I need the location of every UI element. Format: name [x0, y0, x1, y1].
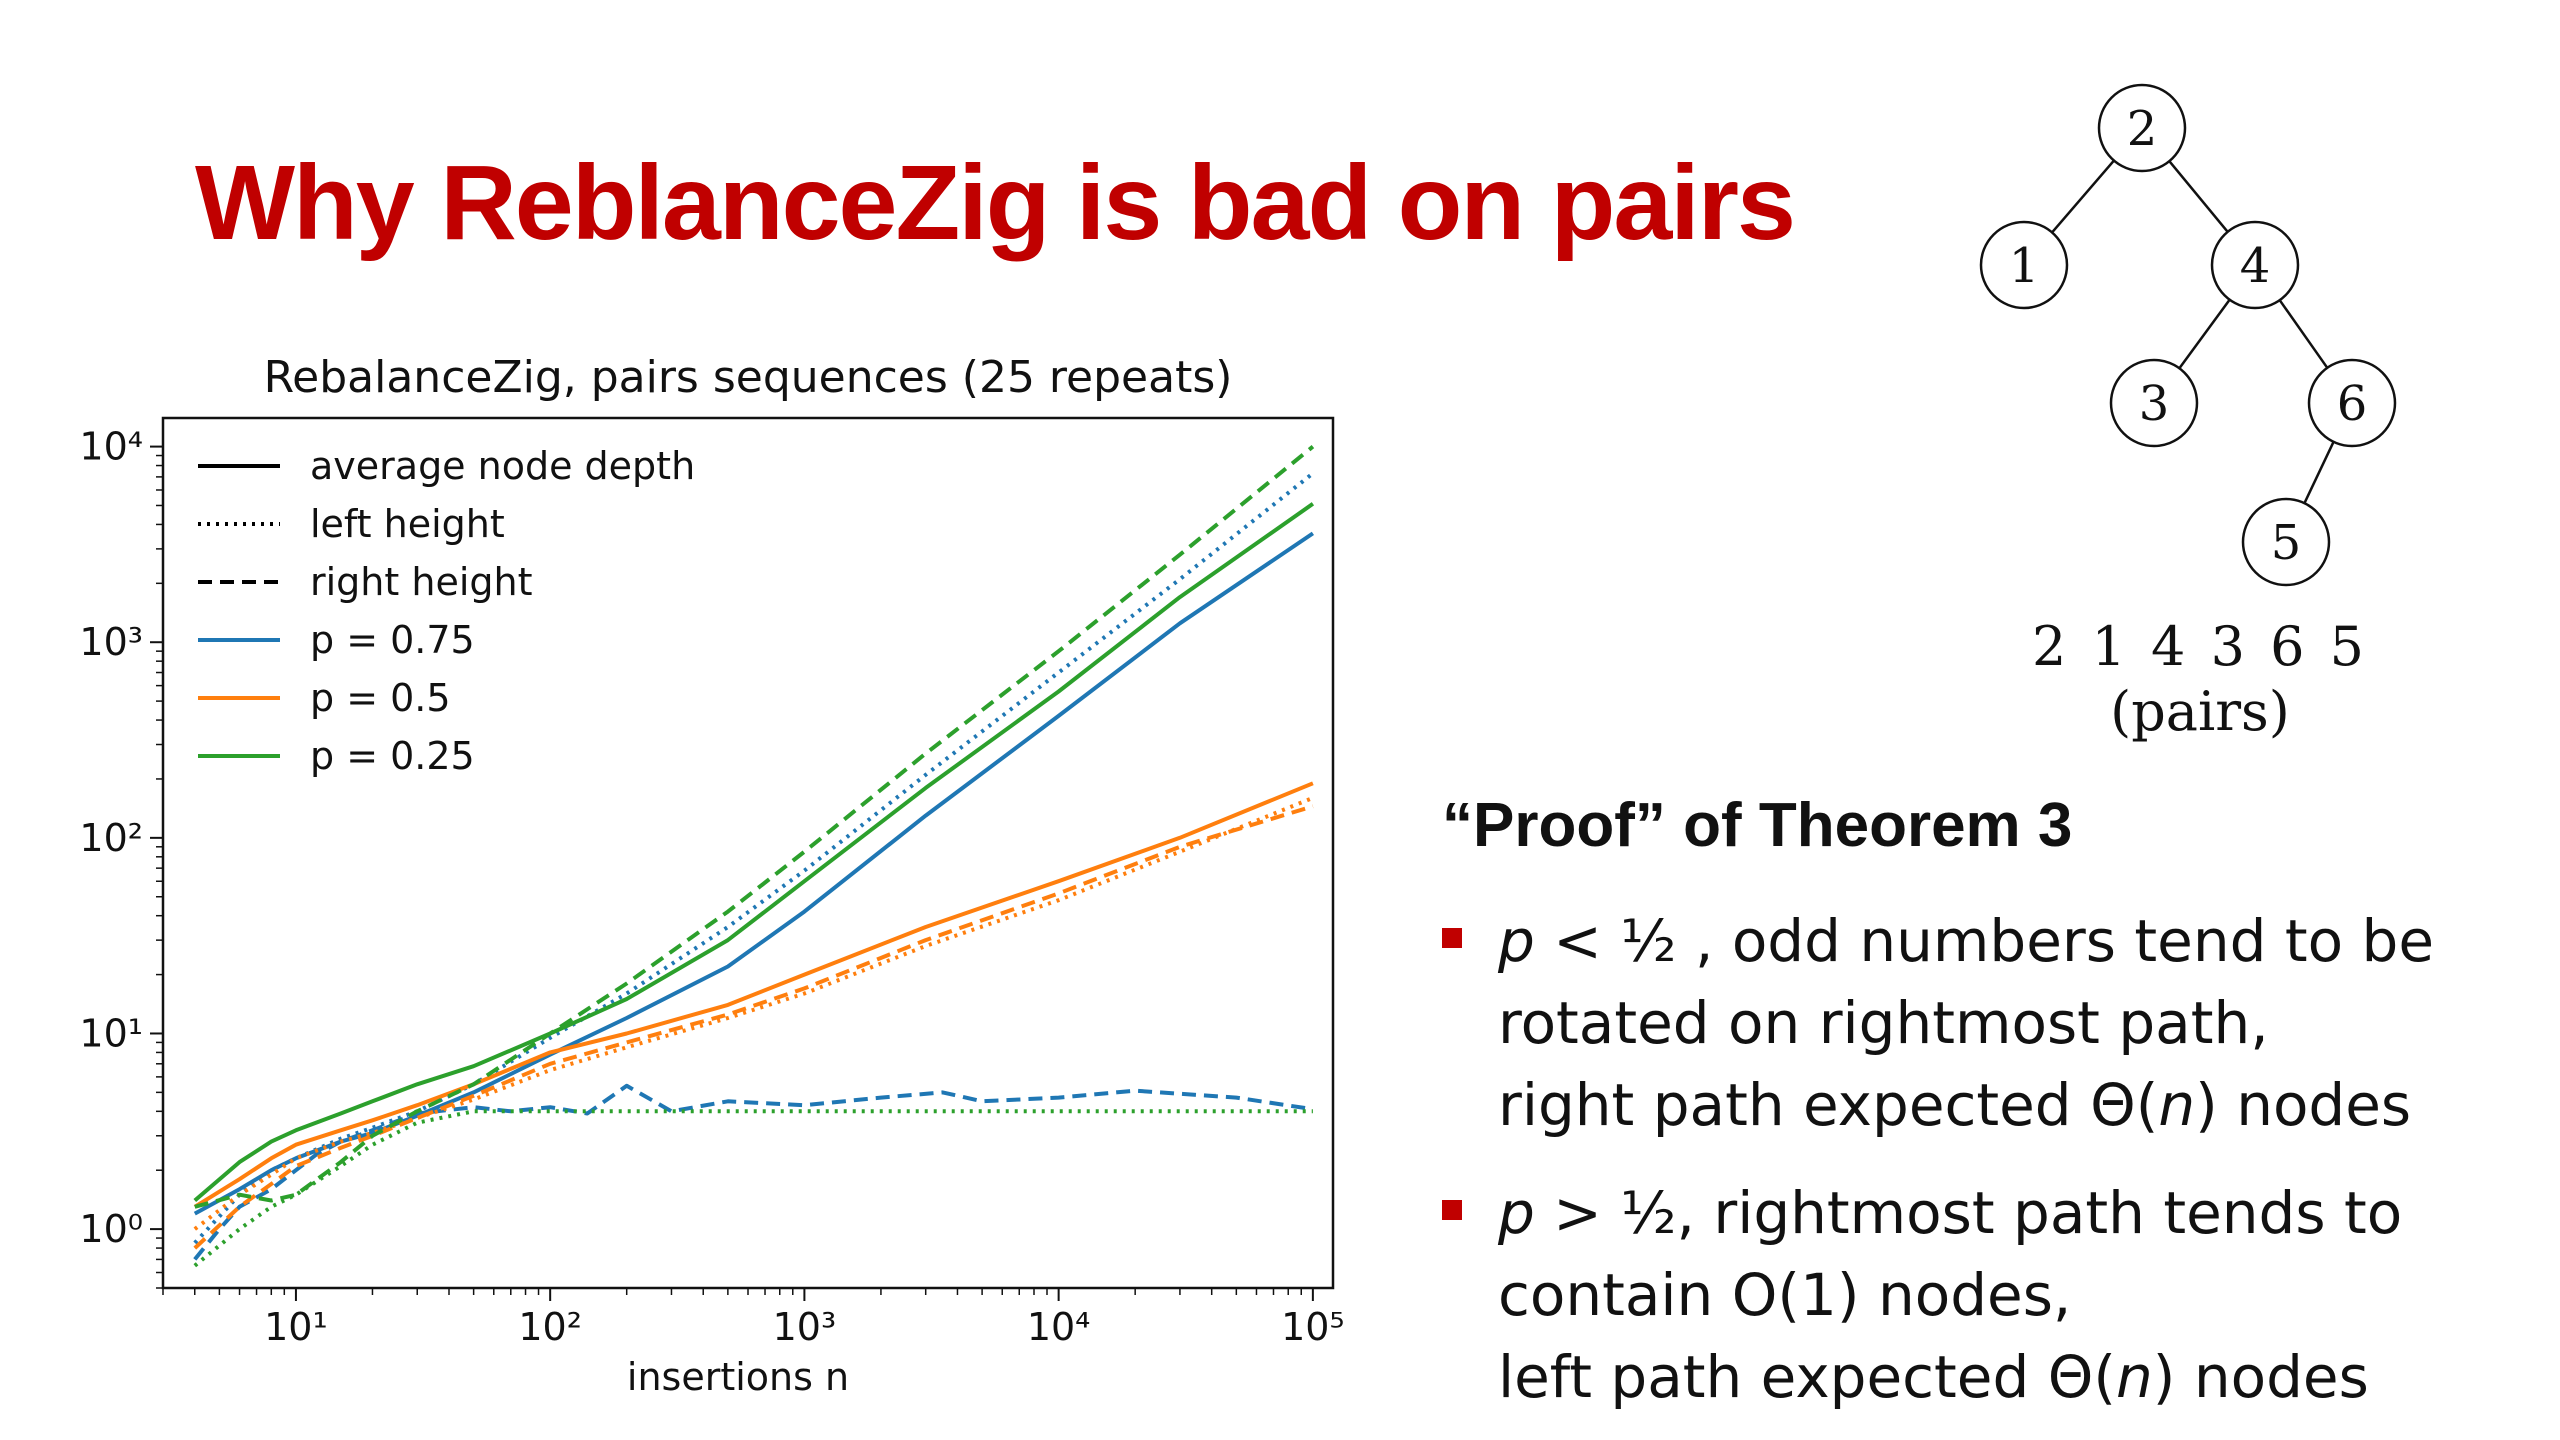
y-tick-label: 10²: [79, 816, 143, 860]
series-line: [194, 445, 1315, 1209]
series-line: [193, 796, 1314, 1231]
series-line: [193, 502, 1315, 1203]
bullet-text: right path expected Θ(: [1498, 1071, 2159, 1139]
bullet-text: n: [2116, 1343, 2153, 1411]
tree-node-label: 1: [2009, 238, 2040, 294]
chart-title: RebalanceZig, pairs sequences (25 repeat…: [264, 352, 1233, 403]
legend-label: p = 0.25: [310, 734, 475, 778]
tree-node-label: 6: [2337, 376, 2368, 432]
series-line: [193, 1109, 1313, 1268]
legend-label: right height: [310, 560, 533, 604]
tree-node-label: 2: [2127, 101, 2158, 157]
y-tick-label: 10⁰: [79, 1207, 143, 1251]
legend-label: left height: [310, 502, 505, 546]
y-tick-label: 10³: [79, 620, 143, 664]
tree-sequence: 2 1 4 3 6 5: [2032, 615, 2368, 678]
tree-node: [1979, 220, 2069, 310]
tree-edge: [2051, 159, 2115, 234]
tree-node-label: 4: [2240, 238, 2271, 294]
bullet-line: p < ½ , odd numbers tend to be: [1498, 900, 2542, 982]
tree-node: [2241, 497, 2331, 587]
bullet-text: p: [1498, 907, 1535, 975]
tree-node: [2109, 358, 2199, 448]
bullet-text: ) nodes: [2152, 1343, 2369, 1411]
tree-node: [2307, 358, 2397, 448]
series-line: [193, 781, 1314, 1209]
series-line: [193, 1083, 1314, 1261]
x-tick-label: 10²: [518, 1305, 582, 1349]
bullet-text: left path expected Θ(: [1498, 1343, 2117, 1411]
bullet-text: < ½ , odd numbers tend to be: [1534, 907, 2434, 975]
bullet-line: contain O(1) nodes,: [1498, 1261, 2072, 1329]
proof-bullet: p < ½ , odd numbers tend to be rotated o…: [1442, 900, 2542, 1146]
x-tick-label: 10³: [773, 1305, 837, 1349]
y-tick-label: 10¹: [79, 1011, 143, 1055]
bullet-line: p > ½, rightmost path tends to: [1498, 1172, 2542, 1254]
tree-caption: (pairs): [2110, 680, 2290, 743]
proof-bullet: p > ½, rightmost path tends to contain O…: [1442, 1172, 2542, 1418]
tree-edge: [2178, 298, 2231, 370]
x-axis-label: insertions n: [627, 1355, 849, 1399]
slide-title: Why ReblanceZig is bad on pairs: [195, 144, 1796, 262]
x-tick-label: 10⁵: [1281, 1305, 1345, 1349]
bullet-text: > ½, rightmost path tends to: [1534, 1179, 2403, 1247]
legend-label: p = 0.75: [310, 618, 475, 662]
bullet-line: right path expected Θ(n) nodes: [1498, 1064, 2542, 1146]
bullet-text: p: [1498, 1179, 1535, 1247]
bullet-text: n: [2158, 1071, 2196, 1139]
x-tick-label: 10¹: [264, 1305, 328, 1349]
x-tick-label: 10⁴: [1027, 1305, 1091, 1349]
tree-edge: [2303, 441, 2335, 504]
tree-node-label: 5: [2271, 515, 2302, 571]
proof-heading: “Proof” of Theorem 3: [1442, 791, 2073, 860]
bullet-marker: [1442, 1200, 1462, 1220]
bullet-marker: [1442, 928, 1462, 948]
bullet-line: rotated on rightmost path,: [1498, 989, 2269, 1057]
bullet-line: left path expected Θ(n) nodes: [1498, 1336, 2542, 1418]
series-line: [193, 804, 1314, 1250]
tree-node: [2210, 220, 2300, 310]
legend-label: p = 0.5: [310, 676, 451, 720]
legend-label: average node depth: [310, 444, 695, 488]
tree-node-label: 3: [2139, 376, 2170, 432]
tree-edge: [2278, 299, 2329, 369]
tree-edge: [2168, 160, 2229, 233]
y-tick-label: 10⁴: [79, 425, 143, 469]
bullet-text: ) nodes: [2195, 1071, 2412, 1139]
tree-node: [2097, 83, 2187, 173]
